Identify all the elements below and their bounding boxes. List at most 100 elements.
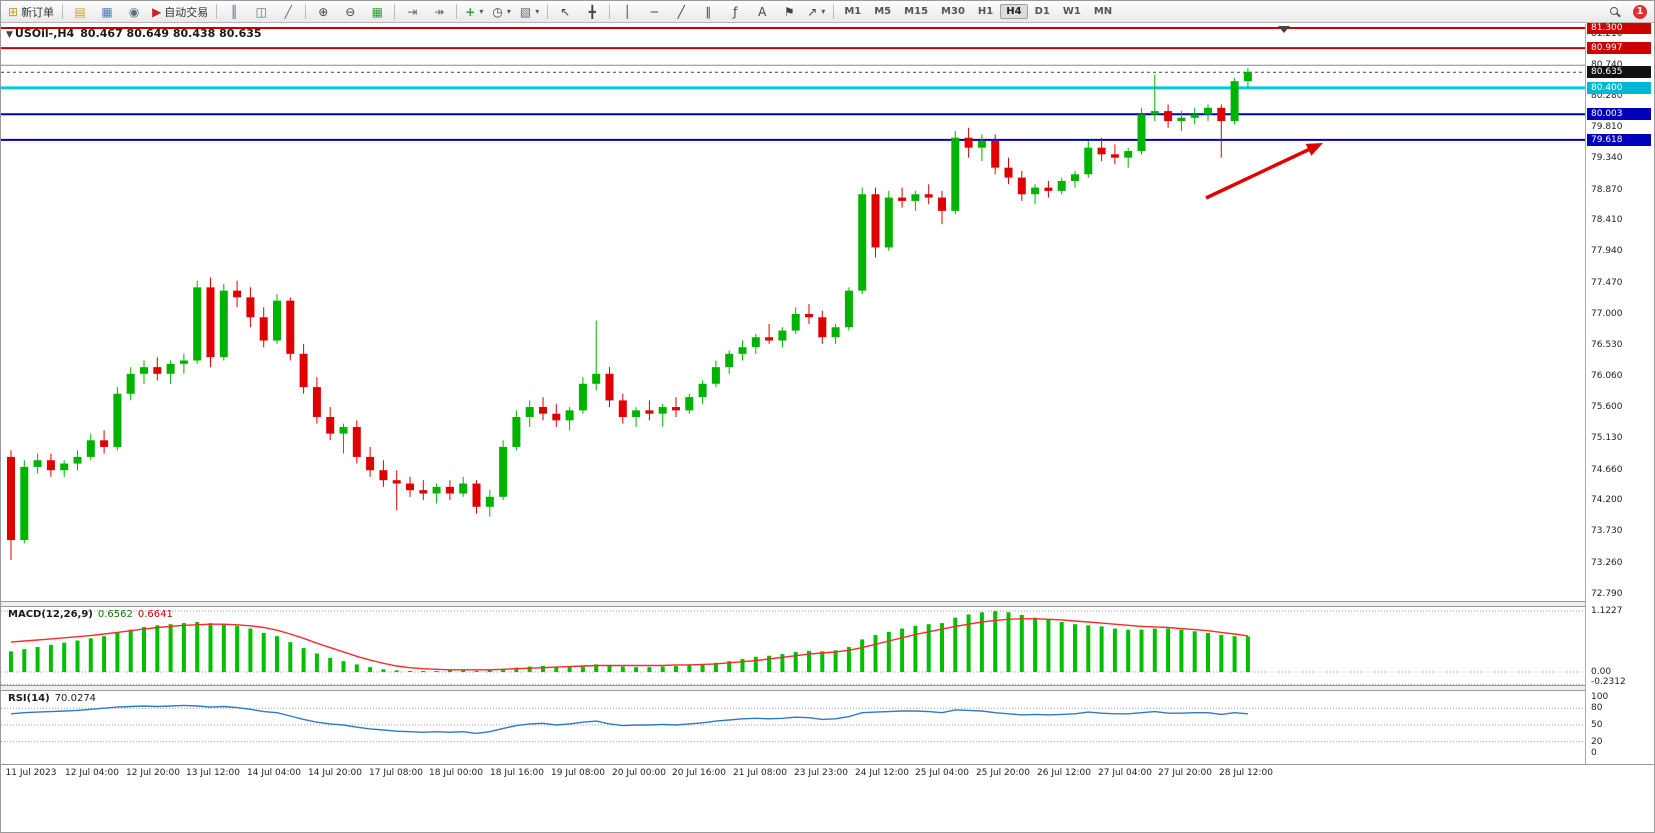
search-button[interactable] xyxy=(1602,2,1628,22)
rsi-panel xyxy=(1,704,1585,743)
horizontal-line-button[interactable]: ─ xyxy=(641,2,667,22)
panel-divider-main-macd[interactable] xyxy=(1,601,1585,607)
candle-body xyxy=(685,397,694,411)
time-tick-label: 17 Jul 08:00 xyxy=(369,768,423,778)
timeframe-m5[interactable]: M5 xyxy=(874,6,892,17)
macd-histogram-bar xyxy=(1219,635,1224,672)
macd-histogram-bar xyxy=(846,647,851,672)
candle-body xyxy=(1044,187,1053,191)
macd-histogram-bar xyxy=(554,666,559,672)
label-tool-button[interactable]: ⚑ xyxy=(776,2,802,22)
autotrade-button[interactable]: ▶ 自动交易 xyxy=(148,2,212,22)
charts-button[interactable]: ▦ xyxy=(94,2,120,22)
charts-icon: ▦ xyxy=(101,4,113,19)
macd-histogram-bar xyxy=(993,611,998,672)
notification-badge[interactable]: 1 xyxy=(1633,4,1647,19)
text-tool-button[interactable]: A xyxy=(749,2,775,22)
candle-body xyxy=(552,413,561,421)
text-tool-icon: A xyxy=(758,4,767,19)
candle-body xyxy=(791,313,800,331)
chart-shift-marker[interactable] xyxy=(1278,26,1290,33)
candle-body xyxy=(1150,111,1159,115)
timeframe-w1[interactable]: W1 xyxy=(1062,6,1081,17)
candle-body xyxy=(459,483,468,494)
market-watch-icon: ▤ xyxy=(74,4,86,19)
candle-body xyxy=(1071,174,1079,181)
chart-shift-icon: ↠ xyxy=(434,4,445,19)
chart-shift-button[interactable]: ↠ xyxy=(426,2,452,22)
candle-body xyxy=(711,367,720,384)
line-chart-mode-button[interactable]: ╱ xyxy=(275,2,301,22)
candle-body xyxy=(166,363,175,374)
bar-chart-mode-button[interactable]: ║ xyxy=(221,2,247,22)
candle-body xyxy=(366,456,375,471)
zoom-out-button[interactable]: ⊖ xyxy=(337,2,363,22)
trendline-button[interactable]: ╱ xyxy=(668,2,694,22)
candle-body xyxy=(618,400,627,418)
fibonacci-button[interactable]: ƒ xyxy=(722,2,748,22)
candle-body xyxy=(1204,107,1212,115)
macd-histogram-bar xyxy=(580,665,585,672)
panel-divider-macd-rsi[interactable] xyxy=(1,685,1585,691)
timeframe-d1[interactable]: D1 xyxy=(1034,6,1050,17)
time-tick-label: 25 Jul 04:00 xyxy=(915,768,969,778)
macd-histogram-bar xyxy=(88,638,93,672)
window-menu-icon[interactable]: ▼ xyxy=(6,30,13,40)
macd-panel xyxy=(1,610,1585,686)
candlestick-mode-button[interactable]: ◫ xyxy=(248,2,274,22)
timeframe-m15[interactable]: M15 xyxy=(904,6,929,17)
macd-histogram-bar xyxy=(1139,629,1144,672)
fibonacci-icon: ƒ xyxy=(733,4,738,19)
candle-body xyxy=(233,290,242,298)
macd-histogram-bar xyxy=(421,670,426,672)
timeframe-m1[interactable]: M1 xyxy=(844,6,862,17)
market-watch-button[interactable]: ▤ xyxy=(67,2,93,22)
candle-body xyxy=(100,440,109,447)
time-tick-label: 13 Jul 12:00 xyxy=(186,768,240,778)
cursor-button[interactable]: ↖ xyxy=(552,2,578,22)
time-tick-label: 24 Jul 12:00 xyxy=(855,768,909,778)
candle-body xyxy=(432,486,441,494)
candle-body xyxy=(352,426,361,457)
arrows-tool-button[interactable]: ↗ ▾ xyxy=(803,2,829,22)
time-tick-label: 19 Jul 08:00 xyxy=(551,768,605,778)
macd-histogram-bar xyxy=(1019,614,1024,672)
zoom-in-button[interactable]: ⊕ xyxy=(310,2,336,22)
macd-histogram-bar xyxy=(860,639,865,672)
templates-button[interactable]: ▧ ▾ xyxy=(516,2,543,22)
candle-body xyxy=(964,137,973,148)
ohlc-values: 80.467 80.649 80.438 80.635 xyxy=(80,27,262,40)
candle-body xyxy=(406,483,414,491)
timeframe-m30[interactable]: M30 xyxy=(941,6,965,17)
trend-arrow-annotation[interactable] xyxy=(1205,143,1323,200)
macd-histogram-bar xyxy=(1033,617,1038,672)
channel-button[interactable]: ∥ xyxy=(695,2,721,22)
crosshair-button[interactable]: ╋ xyxy=(579,2,605,22)
periods-button[interactable]: ◷ ▾ xyxy=(488,2,515,22)
macd-histogram-bar xyxy=(1112,628,1117,672)
candle-body xyxy=(778,330,787,341)
new-order-button[interactable]: ⊞ 新订单 xyxy=(4,2,58,22)
macd-histogram-bar xyxy=(926,624,931,672)
macd-histogram-bar xyxy=(461,670,466,672)
macd-histogram-bar xyxy=(634,667,639,672)
vertical-line-button[interactable]: │ xyxy=(614,2,640,22)
timeframe-mn[interactable]: MN xyxy=(1093,6,1113,17)
tile-windows-button[interactable]: ▦ xyxy=(364,2,390,22)
zoom-in-icon: ⊕ xyxy=(318,4,329,19)
auto-scroll-icon: ⇥ xyxy=(407,4,418,19)
auto-scroll-button[interactable]: ⇥ xyxy=(399,2,425,22)
macd-histogram-bar xyxy=(527,666,532,672)
timeframe-h1[interactable]: H1 xyxy=(977,6,994,17)
crosshair-icon: ╋ xyxy=(588,4,596,19)
indicators-button[interactable]: + ▾ xyxy=(461,2,487,22)
navigator-button[interactable]: ◉ xyxy=(121,2,147,22)
tile-windows-icon: ▦ xyxy=(371,4,383,19)
candle-body xyxy=(153,367,162,374)
macd-histogram-bar xyxy=(1245,636,1250,672)
time-tick-label: 12 Jul 04:00 xyxy=(65,768,119,778)
timeframe-h4[interactable]: H4 xyxy=(1000,4,1028,19)
candle-body xyxy=(140,367,148,374)
